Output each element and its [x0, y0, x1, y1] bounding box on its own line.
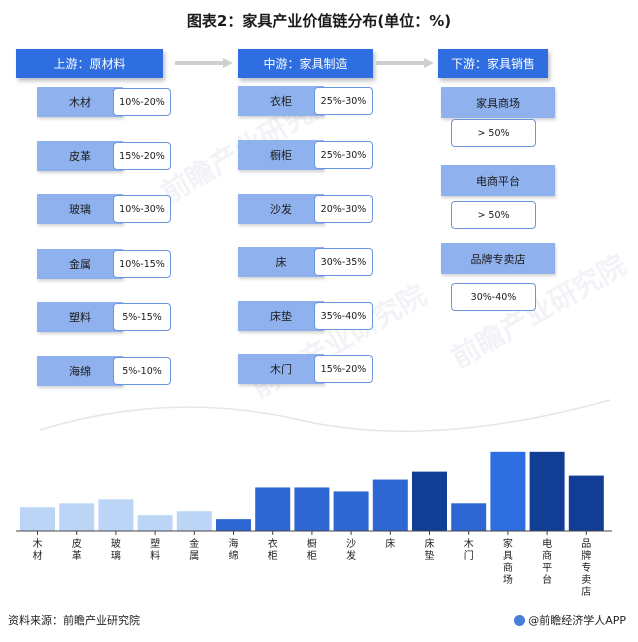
midstream-item: 床垫 35%-40%: [238, 301, 373, 331]
downstream-item-label: 品牌专卖店: [441, 243, 555, 274]
downstream-item-value: 30%-40%: [451, 283, 536, 311]
bar-木材: [20, 507, 55, 531]
x-tick-label: 家具商场: [503, 537, 513, 586]
source-note: 资料来源：前瞻产业研究院: [8, 614, 140, 627]
item-value: 10%-30%: [113, 195, 171, 223]
x-tick-label: 沙发: [346, 538, 356, 562]
item-value: 30%-35%: [314, 248, 373, 276]
x-tick-label: 电商平台: [542, 537, 552, 586]
x-tick-label: 衣柜: [268, 537, 278, 562]
bar-电商平台: [529, 451, 565, 531]
bar-橱柜: [294, 487, 330, 531]
x-tick-label: 木门: [464, 538, 474, 562]
item-label: 皮革: [37, 141, 123, 171]
x-tick-label: 床垫: [425, 537, 435, 562]
item-value: 15%-20%: [113, 142, 171, 170]
item-value: 10%-20%: [113, 88, 171, 116]
item-value: 5%-10%: [113, 357, 171, 385]
item-label: 沙发: [238, 194, 324, 224]
upstream-item: 皮革 15%-20%: [37, 141, 171, 171]
downstream-item-value: > 50%: [451, 119, 536, 147]
item-value: 15%-20%: [314, 355, 373, 383]
item-label: 床垫: [238, 301, 324, 331]
item-value: 35%-40%: [314, 302, 373, 330]
item-label: 床: [238, 247, 324, 277]
flow-arrow-icon: [175, 58, 233, 68]
bar-皮革: [59, 503, 95, 531]
x-tick-label: 塑料: [150, 538, 160, 562]
x-tick-label: 金属: [189, 537, 199, 562]
item-label: 木门: [238, 354, 324, 384]
x-tick-label: 床: [385, 537, 395, 550]
item-value: 5%-15%: [113, 303, 171, 331]
item-label: 海绵: [37, 356, 123, 386]
bar-家具商场: [490, 451, 526, 531]
brand-text: @前瞻经济学人APP: [528, 614, 626, 627]
brand-logo-icon: [514, 614, 526, 626]
midstream-item: 橱柜 25%-30%: [238, 140, 373, 170]
item-label: 木材: [37, 87, 123, 117]
item-value: 10%-15%: [113, 250, 171, 278]
upstream-item: 玻璃 10%-30%: [37, 194, 171, 224]
decorative-curve: [39, 399, 611, 432]
midstream-item: 木门 15%-20%: [238, 354, 373, 384]
brand-credit: @前瞻经济学人APP: [514, 612, 626, 628]
bar-床垫: [412, 471, 447, 531]
value-chain-bar-chart: 木材 皮革 玻璃 塑料 金属 海绵 衣柜 橱柜 沙发 床 床垫 木门 家具商场 电商平台 品牌专卖店: [16, 399, 612, 598]
downstream-header: 下游：家具销售: [438, 49, 548, 78]
chart-title: 图表2：家具产业价值链分布(单位：%): [186, 12, 452, 30]
bar-衣柜: [255, 487, 291, 531]
x-tick-label: 橱柜: [307, 537, 317, 562]
x-tick-label: 海绵: [229, 537, 239, 562]
downstream-item-value: > 50%: [451, 201, 536, 229]
midstream-item: 沙发 20%-30%: [238, 194, 373, 224]
x-tick-label: 皮革: [72, 537, 82, 562]
item-label: 塑料: [37, 302, 123, 332]
bar-塑料: [137, 515, 173, 531]
upstream-item: 金属 10%-15%: [37, 249, 171, 279]
x-tick-label: 玻璃: [111, 537, 121, 562]
downstream-item-label: 家具商场: [441, 87, 555, 118]
flow-arrow-icon: [376, 58, 434, 68]
bar-金属: [176, 511, 212, 531]
bar-海绵: [216, 519, 251, 531]
midstream-header: 中游：家具制造: [238, 49, 373, 78]
item-label: 玻璃: [37, 194, 123, 224]
item-value: 20%-30%: [314, 195, 373, 223]
item-label: 金属: [37, 249, 123, 279]
x-tick-label: 木材: [33, 538, 43, 562]
x-tick-label: 品牌专卖店: [581, 538, 591, 598]
bar-品牌专卖店: [568, 475, 604, 531]
upstream-header: 上游：原材料: [16, 49, 163, 78]
item-label: 衣柜: [238, 86, 324, 116]
midstream-item: 衣柜 25%-30%: [238, 86, 373, 116]
item-label: 橱柜: [238, 140, 324, 170]
midstream-item: 床 30%-35%: [238, 247, 373, 277]
upstream-item: 木材 10%-20%: [37, 87, 171, 117]
item-value: 25%-30%: [314, 141, 373, 169]
upstream-item: 塑料 5%-15%: [37, 302, 171, 332]
bar-木门: [451, 503, 487, 531]
bar-沙发: [333, 491, 369, 531]
downstream-item-label: 电商平台: [441, 165, 555, 196]
bar-床: [372, 479, 408, 531]
item-value: 25%-30%: [314, 87, 373, 115]
upstream-item: 海绵 5%-10%: [37, 356, 171, 386]
bar-玻璃: [98, 499, 134, 531]
